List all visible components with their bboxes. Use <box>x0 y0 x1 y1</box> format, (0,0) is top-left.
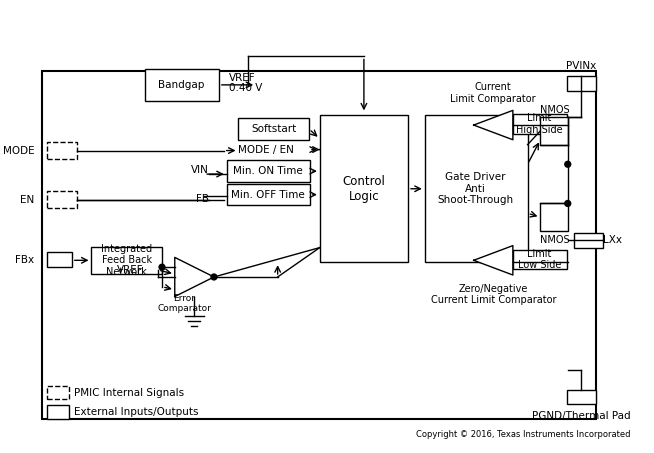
Circle shape <box>565 161 571 167</box>
FancyBboxPatch shape <box>47 142 77 159</box>
Text: VREF: VREF <box>229 73 255 83</box>
Text: Min. ON Time: Min. ON Time <box>233 166 303 176</box>
FancyBboxPatch shape <box>47 252 72 267</box>
Text: Min. OFF Time: Min. OFF Time <box>231 190 305 200</box>
FancyBboxPatch shape <box>239 118 309 140</box>
Text: NMOS: NMOS <box>540 235 570 245</box>
Text: LXx: LXx <box>604 235 623 245</box>
Text: Limit
Low Side: Limit Low Side <box>518 249 561 270</box>
Text: Gate Driver
Anti
Shoot-Through: Gate Driver Anti Shoot-Through <box>438 172 513 205</box>
FancyBboxPatch shape <box>47 191 77 208</box>
FancyBboxPatch shape <box>567 390 596 405</box>
Text: 0.40 V: 0.40 V <box>229 83 262 93</box>
FancyBboxPatch shape <box>540 117 568 145</box>
Text: External Inputs/Outputs: External Inputs/Outputs <box>74 407 198 417</box>
FancyBboxPatch shape <box>567 76 596 91</box>
Text: Limit
High Side: Limit High Side <box>516 113 562 135</box>
Text: VIN: VIN <box>191 165 209 175</box>
Text: Control
Logic: Control Logic <box>343 175 385 203</box>
Text: FB: FB <box>196 193 209 203</box>
Circle shape <box>565 201 571 207</box>
FancyBboxPatch shape <box>227 184 310 205</box>
Text: Softstart: Softstart <box>251 124 296 134</box>
Text: Integrated
Feed Back
Network: Integrated Feed Back Network <box>101 244 152 277</box>
Polygon shape <box>473 111 513 140</box>
FancyBboxPatch shape <box>47 405 69 419</box>
Text: NMOS: NMOS <box>540 105 570 115</box>
Text: Error
Comparator: Error Comparator <box>158 294 211 313</box>
Text: MODE: MODE <box>3 145 35 155</box>
Polygon shape <box>473 246 513 275</box>
FancyBboxPatch shape <box>513 114 567 134</box>
FancyBboxPatch shape <box>540 203 568 231</box>
Text: Copyright © 2016, Texas Instruments Incorporated: Copyright © 2016, Texas Instruments Inco… <box>416 430 630 439</box>
Text: Current
Limit Comparator: Current Limit Comparator <box>451 82 536 103</box>
FancyBboxPatch shape <box>227 160 310 182</box>
FancyBboxPatch shape <box>574 233 603 248</box>
FancyBboxPatch shape <box>320 115 408 262</box>
Circle shape <box>211 274 217 280</box>
Circle shape <box>159 264 165 270</box>
FancyBboxPatch shape <box>92 246 162 274</box>
FancyBboxPatch shape <box>513 250 567 269</box>
FancyBboxPatch shape <box>145 69 219 101</box>
Text: Zero/Negative
Current Limit Comparator: Zero/Negative Current Limit Comparator <box>430 284 556 305</box>
Text: FBx: FBx <box>16 255 35 265</box>
FancyBboxPatch shape <box>43 71 596 419</box>
Text: EN: EN <box>20 194 35 205</box>
Text: VREF: VREF <box>117 265 143 275</box>
Text: MODE / EN: MODE / EN <box>239 145 294 154</box>
Text: PVINx: PVINx <box>566 61 596 71</box>
Text: PMIC Internal Signals: PMIC Internal Signals <box>74 388 184 398</box>
Text: Bandgap: Bandgap <box>158 80 205 90</box>
Text: PGND/Thermal Pad: PGND/Thermal Pad <box>532 411 631 421</box>
FancyBboxPatch shape <box>47 386 69 400</box>
Polygon shape <box>175 257 214 297</box>
FancyBboxPatch shape <box>424 115 528 262</box>
